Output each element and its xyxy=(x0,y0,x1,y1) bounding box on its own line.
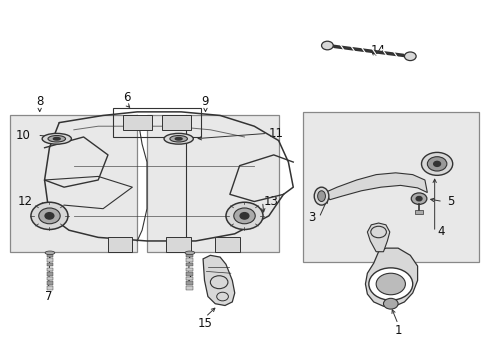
Text: 10: 10 xyxy=(15,129,30,142)
Ellipse shape xyxy=(163,134,193,144)
Polygon shape xyxy=(366,223,389,252)
Ellipse shape xyxy=(53,138,60,140)
Circle shape xyxy=(415,197,421,201)
Circle shape xyxy=(45,213,54,219)
Circle shape xyxy=(240,213,248,219)
Ellipse shape xyxy=(42,134,71,144)
Bar xyxy=(186,282,193,285)
Bar xyxy=(122,116,152,130)
Text: 1: 1 xyxy=(393,324,401,337)
Bar xyxy=(186,258,193,262)
Bar xyxy=(186,267,193,271)
Ellipse shape xyxy=(169,135,187,142)
Bar xyxy=(215,237,239,252)
Bar xyxy=(414,210,422,214)
Text: 14: 14 xyxy=(370,44,386,57)
Bar xyxy=(186,263,193,266)
Text: 9: 9 xyxy=(202,95,209,108)
Text: 2: 2 xyxy=(395,258,402,271)
Text: 3: 3 xyxy=(307,211,315,224)
Polygon shape xyxy=(365,248,417,306)
Polygon shape xyxy=(203,255,234,306)
Text: 8: 8 xyxy=(36,95,43,108)
Circle shape xyxy=(383,298,397,309)
Circle shape xyxy=(404,52,415,60)
Circle shape xyxy=(421,152,452,175)
Bar xyxy=(46,267,53,271)
Bar xyxy=(186,286,193,290)
Text: 12: 12 xyxy=(18,195,33,208)
Bar xyxy=(46,282,53,285)
Bar xyxy=(10,116,137,252)
Bar xyxy=(161,116,190,130)
Text: 13: 13 xyxy=(264,195,278,208)
Bar xyxy=(46,253,53,257)
Circle shape xyxy=(427,157,446,171)
Bar xyxy=(113,108,200,137)
Text: 5: 5 xyxy=(446,195,453,208)
Bar xyxy=(186,253,193,257)
Bar xyxy=(147,116,278,252)
Ellipse shape xyxy=(314,187,328,205)
Bar xyxy=(303,112,478,262)
Ellipse shape xyxy=(175,138,182,140)
Bar xyxy=(186,272,193,276)
Bar xyxy=(46,277,53,280)
Bar xyxy=(46,263,53,266)
Circle shape xyxy=(410,193,426,204)
Text: 7: 7 xyxy=(184,274,192,287)
Circle shape xyxy=(233,208,255,224)
Text: 11: 11 xyxy=(268,127,284,140)
Circle shape xyxy=(39,208,60,224)
Ellipse shape xyxy=(48,135,65,142)
Circle shape xyxy=(375,273,405,295)
Ellipse shape xyxy=(184,251,194,255)
Ellipse shape xyxy=(317,191,325,202)
Ellipse shape xyxy=(45,251,55,255)
Circle shape xyxy=(368,268,412,300)
Circle shape xyxy=(433,161,440,166)
Circle shape xyxy=(31,202,68,229)
Text: 4: 4 xyxy=(436,225,444,238)
Text: 7: 7 xyxy=(44,290,52,303)
Bar xyxy=(46,258,53,262)
Bar xyxy=(108,237,132,252)
Bar xyxy=(46,286,53,290)
Text: 6: 6 xyxy=(122,91,130,104)
Circle shape xyxy=(321,41,332,50)
Polygon shape xyxy=(325,173,427,200)
Bar xyxy=(166,237,190,252)
Bar xyxy=(186,277,193,280)
Bar xyxy=(46,272,53,276)
Circle shape xyxy=(225,202,263,229)
Text: 15: 15 xyxy=(198,317,212,330)
